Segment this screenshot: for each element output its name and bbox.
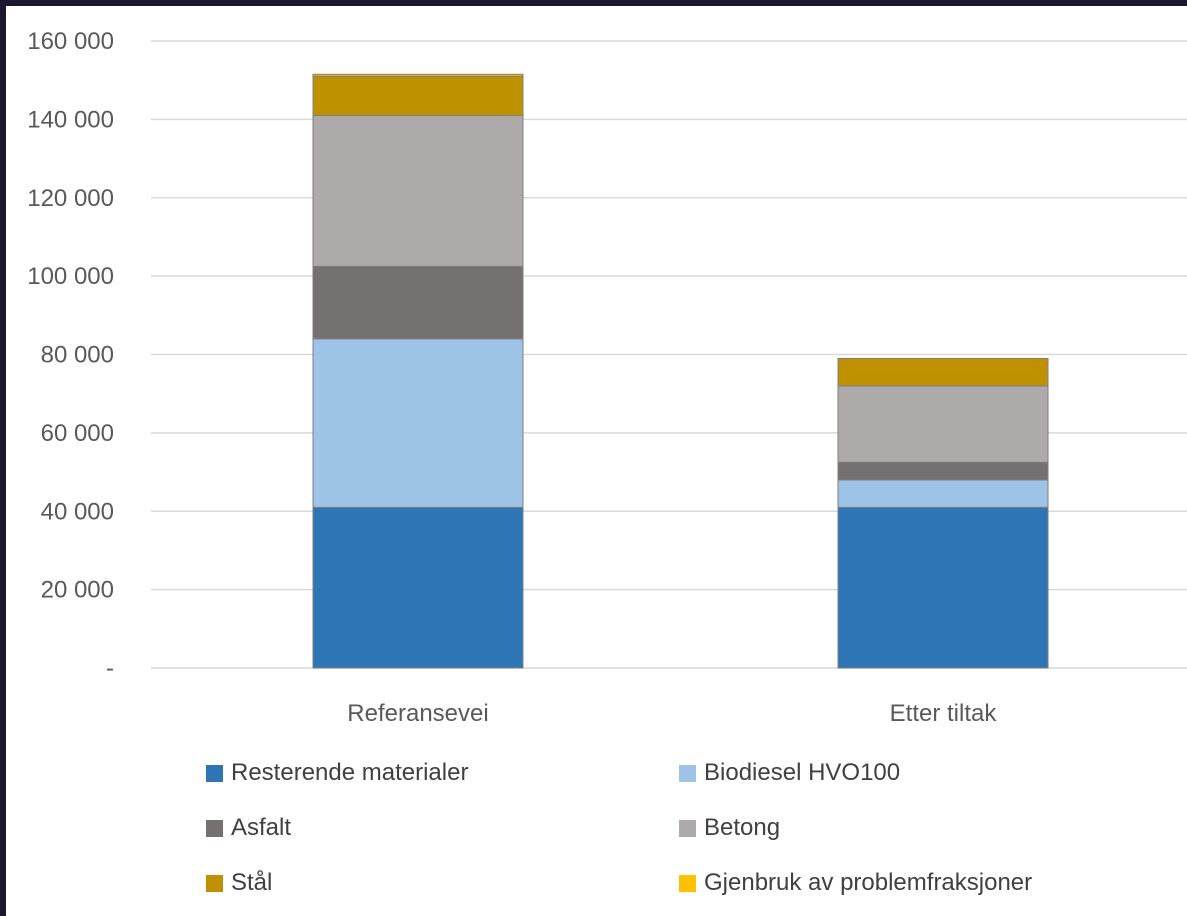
legend-label: Biodiesel HVO100 — [704, 759, 901, 786]
legend-swatch — [206, 819, 223, 837]
y-tick-label: 100 000 — [27, 263, 114, 290]
legend-swatch — [679, 764, 696, 782]
bar-segment-1-0 — [837, 506, 1049, 669]
legend-swatch — [679, 819, 696, 837]
y-tick-label: 80 000 — [41, 342, 114, 369]
chart-frame: - 20 000 40 000 60 000 80 000 100 000 120 000 1… — [6, 6, 1187, 916]
y-tick-label: 40 000 — [41, 498, 114, 525]
x-category-label: Etter tiltak — [890, 700, 998, 727]
legend-item: Betong — [679, 814, 780, 842]
legend-label: Betong — [704, 814, 781, 841]
bar-segment-0-4 — [312, 75, 524, 116]
bar-segment-0-1 — [312, 338, 524, 508]
bar-segment-1-3 — [837, 385, 1049, 463]
legend-item: Biodiesel HVO100 — [679, 759, 900, 787]
legend-item: Asfalt — [206, 814, 291, 842]
bar-segment-0-3 — [312, 114, 524, 267]
y-tick-label: 60 000 — [41, 420, 114, 447]
legend-item: Stål — [206, 869, 272, 897]
y-tick-label: - — [106, 655, 114, 682]
legend-label: Gjenbruk av problemfraksjoner — [704, 869, 1033, 896]
legend-label: Asfalt — [231, 814, 292, 841]
y-tick-label: 140 000 — [27, 106, 114, 133]
legend-swatch — [679, 874, 696, 892]
legend-swatch — [206, 764, 223, 782]
bar-segment-1-4 — [837, 357, 1049, 387]
x-category-label: Referansevei — [347, 700, 488, 727]
bar-segment-0-0 — [312, 506, 524, 669]
y-tick-label: 160 000 — [27, 28, 114, 55]
legend-item: Gjenbruk av problemfraksjoner — [679, 869, 1032, 897]
bar-segment-1-1 — [837, 479, 1049, 508]
legend-label: Resterende materialer — [231, 759, 469, 786]
legend-item: Resterende materialer — [206, 759, 468, 787]
y-tick-label: 120 000 — [27, 185, 114, 212]
bar-segment-0-5 — [312, 73, 524, 77]
stacked-bar-chart: - 20 000 40 000 60 000 80 000 100 000 120 000 1… — [27, 28, 1187, 727]
legend-swatch — [206, 874, 223, 892]
bar-segment-1-2 — [837, 461, 1049, 481]
y-tick-label: 20 000 — [41, 577, 114, 604]
legend-label: Stål — [231, 869, 273, 896]
bar-segment-0-2 — [312, 265, 524, 340]
